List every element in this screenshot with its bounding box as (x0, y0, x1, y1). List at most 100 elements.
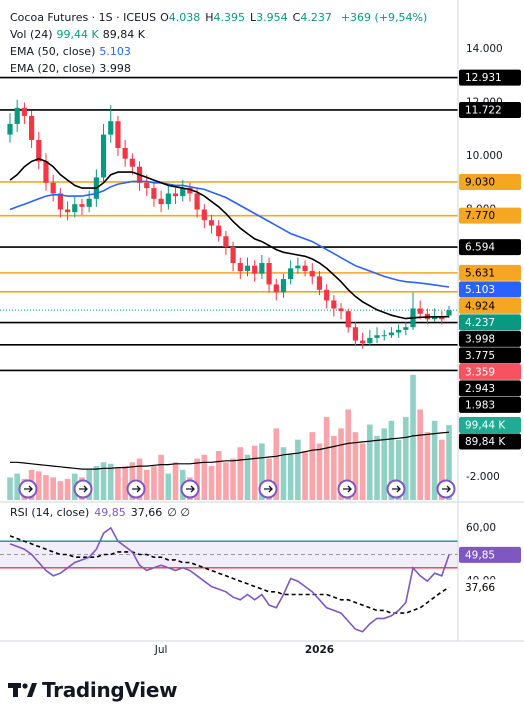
volume-bar (287, 454, 294, 500)
volume-bar (431, 420, 438, 500)
candle-body (244, 265, 251, 272)
price-badge (459, 363, 521, 380)
ema-line (9, 157, 450, 320)
candle-body (374, 335, 380, 338)
ohlc: O4.038 H4.395 L3.954 C4.237 (160, 11, 337, 24)
legend-row: EMA (50, close) 5.103 (10, 43, 431, 60)
volume-bar (352, 432, 359, 500)
candle-body (187, 188, 193, 194)
volume-bar (93, 466, 100, 500)
ohlc-value: 4.237 (300, 11, 332, 24)
candle-body (439, 316, 445, 320)
volume-bar (50, 477, 56, 500)
rsi-line (9, 526, 450, 633)
volume-bar (367, 424, 373, 500)
price-badge-label: 99,44 K (465, 420, 506, 432)
volume-bar (323, 417, 330, 500)
price-badge (459, 546, 521, 563)
candle-body (259, 263, 265, 274)
candle-body (108, 121, 114, 135)
indicator-name: EMA (50, close) (10, 45, 96, 58)
candle-body (115, 121, 121, 148)
logo (8, 683, 37, 697)
candle-body (230, 246, 236, 264)
volume-bar (115, 468, 121, 500)
price-badge-label: 9.030 (465, 176, 495, 188)
rsi-band (0, 541, 458, 568)
candle-body (280, 279, 287, 293)
indicator-value: 37,66 (130, 506, 163, 519)
volume-bar (266, 458, 272, 500)
volume-bar (35, 471, 42, 500)
indicator-name: EMA (20, close) (10, 62, 96, 75)
legend: Cocoa Futures · 1S · ICEUS O4.038 H4.395 L3… (10, 9, 431, 77)
legend-row: EMA (20, close) 3.998 (10, 60, 431, 77)
volume-bar (237, 447, 244, 500)
candle-body (252, 265, 258, 274)
price-badge (459, 207, 521, 224)
ohlc-label: O (160, 11, 169, 24)
volume-bar (215, 450, 222, 500)
volume-bar (14, 473, 20, 500)
price-badge (459, 69, 521, 86)
y-tick-label: 14.000 (466, 43, 503, 55)
price-badge (459, 239, 521, 256)
price-badge-label: 3.775 (465, 350, 495, 362)
candle-body (144, 182, 150, 189)
volume-bar (309, 432, 316, 500)
volume-bar (388, 420, 395, 500)
volume-bar (251, 445, 258, 500)
indicator-value: 5.103 (99, 45, 131, 58)
candle-body (151, 188, 157, 199)
candle-body (288, 268, 294, 280)
candle-body (86, 198, 92, 207)
legend-row: Vol (24) 99,44 K 89,84 K (10, 26, 431, 43)
rsi-legend: RSI (14, close) 49,85 37,66 ∅ ∅ (10, 506, 195, 519)
volume-bar (194, 458, 200, 500)
ohlc-label: L (250, 11, 257, 24)
candle-body (129, 158, 135, 167)
candle-body (216, 225, 222, 237)
volume-bar (316, 443, 323, 500)
candle-body (309, 271, 315, 277)
event-arrow (79, 485, 88, 493)
volume-bar (208, 466, 215, 500)
candle-body (72, 204, 78, 213)
ohlc-value: 3.954 (256, 11, 288, 24)
volume-bar (223, 462, 229, 500)
volume-bar (359, 443, 366, 500)
price-badge (459, 417, 521, 434)
candle-body (50, 182, 56, 194)
candle-body (266, 263, 272, 285)
volume-bar (259, 443, 265, 500)
change: +369 (+9,54%) (340, 11, 428, 24)
ohlc-value: 4.395 (213, 11, 246, 24)
candle-body (237, 263, 243, 272)
price-badge-label: 11.722 (465, 104, 502, 116)
price-badge-label: 4.237 (465, 317, 495, 329)
x-tick-label: Jul (154, 644, 168, 656)
candle-body (165, 193, 171, 205)
candle-body (14, 107, 20, 124)
ohlc-label: C (292, 11, 301, 24)
volume-bar (446, 425, 452, 500)
price-badge-label: 1.983 (465, 399, 495, 411)
price-badge-label: 3.359 (465, 366, 495, 378)
price-badge-label: 37,66 (465, 582, 495, 594)
price-badge (459, 314, 521, 331)
event-arrow (24, 485, 33, 493)
candle-body (57, 193, 63, 210)
rsi-pane (0, 526, 458, 633)
candle-body (208, 220, 215, 226)
y-tick-label: 10.000 (466, 150, 503, 162)
volume-bar (7, 477, 13, 500)
candle-body (100, 134, 107, 178)
candle-body (446, 310, 452, 316)
volume-bar (158, 454, 164, 500)
price-badge (459, 264, 521, 281)
candle-body (432, 316, 438, 320)
volume-bar (424, 432, 431, 500)
volume-bar (280, 447, 287, 500)
rsi-tick-label: 60,00 (466, 522, 496, 534)
